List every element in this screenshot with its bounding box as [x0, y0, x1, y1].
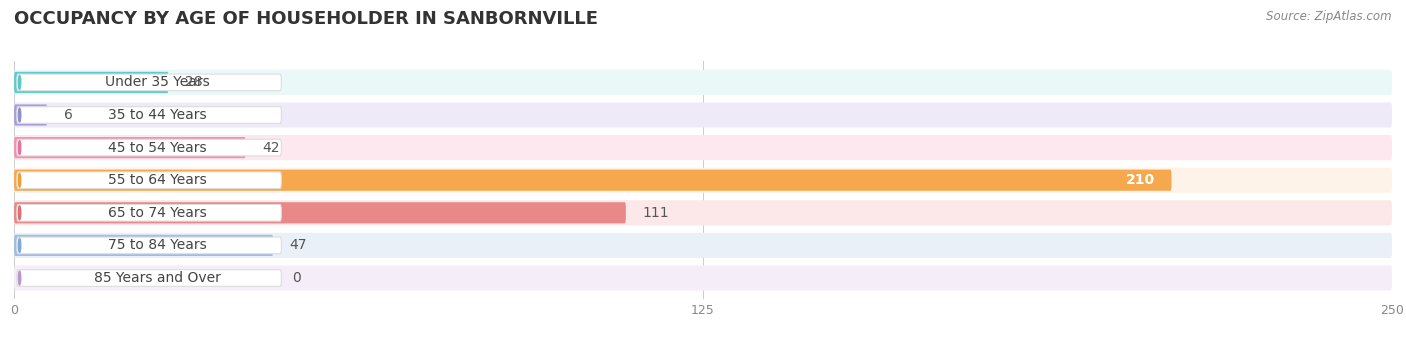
FancyBboxPatch shape — [14, 102, 1392, 128]
Text: 55 to 64 Years: 55 to 64 Years — [108, 173, 207, 187]
Text: 0: 0 — [292, 271, 301, 285]
Text: 45 to 54 Years: 45 to 54 Years — [108, 141, 207, 155]
Text: 35 to 44 Years: 35 to 44 Years — [108, 108, 207, 122]
FancyBboxPatch shape — [14, 235, 273, 256]
FancyBboxPatch shape — [14, 170, 1171, 191]
Circle shape — [18, 173, 21, 187]
Text: 65 to 74 Years: 65 to 74 Years — [108, 206, 207, 220]
Circle shape — [18, 108, 21, 122]
FancyBboxPatch shape — [17, 107, 281, 123]
FancyBboxPatch shape — [14, 266, 1392, 291]
Text: Under 35 Years: Under 35 Years — [105, 75, 209, 89]
Text: 85 Years and Over: 85 Years and Over — [94, 271, 221, 285]
FancyBboxPatch shape — [14, 202, 626, 223]
Text: Source: ZipAtlas.com: Source: ZipAtlas.com — [1267, 10, 1392, 23]
Text: 47: 47 — [290, 238, 307, 252]
FancyBboxPatch shape — [14, 72, 169, 93]
FancyBboxPatch shape — [14, 70, 1392, 95]
Text: 42: 42 — [262, 141, 280, 155]
FancyBboxPatch shape — [14, 168, 1392, 193]
Circle shape — [18, 75, 21, 89]
FancyBboxPatch shape — [17, 270, 281, 286]
FancyBboxPatch shape — [14, 137, 246, 158]
FancyBboxPatch shape — [14, 200, 1392, 225]
Text: 28: 28 — [186, 75, 202, 89]
FancyBboxPatch shape — [17, 139, 281, 156]
Text: 75 to 84 Years: 75 to 84 Years — [108, 238, 207, 252]
Text: 111: 111 — [643, 206, 669, 220]
Text: 210: 210 — [1126, 173, 1154, 187]
FancyBboxPatch shape — [17, 204, 281, 221]
FancyBboxPatch shape — [14, 104, 48, 125]
FancyBboxPatch shape — [14, 135, 1392, 160]
FancyBboxPatch shape — [17, 74, 281, 91]
FancyBboxPatch shape — [17, 237, 281, 254]
Circle shape — [18, 206, 21, 220]
Circle shape — [18, 271, 21, 285]
Circle shape — [18, 238, 21, 252]
Circle shape — [18, 141, 21, 155]
Text: 6: 6 — [63, 108, 73, 122]
FancyBboxPatch shape — [17, 172, 281, 188]
FancyBboxPatch shape — [14, 233, 1392, 258]
Text: OCCUPANCY BY AGE OF HOUSEHOLDER IN SANBORNVILLE: OCCUPANCY BY AGE OF HOUSEHOLDER IN SANBO… — [14, 10, 598, 28]
